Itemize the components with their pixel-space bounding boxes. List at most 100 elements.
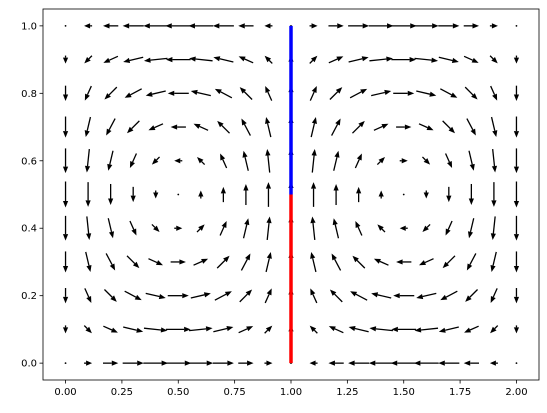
- arrow: [217, 120, 231, 134]
- arrow: [391, 326, 417, 333]
- arrow: [348, 360, 370, 366]
- arrow: [265, 251, 272, 273]
- arrow: [373, 258, 389, 266]
- arrow: [309, 86, 317, 101]
- arrow: [62, 251, 69, 273]
- arrow: [167, 90, 189, 96]
- arrow: [85, 251, 92, 272]
- arrow: [170, 124, 186, 130]
- arrow: [391, 56, 417, 63]
- arrow: [129, 153, 138, 169]
- arrow: [442, 120, 456, 134]
- arrow: [413, 360, 439, 366]
- arrow: [84, 360, 93, 366]
- x-tick-label: 0.00: [54, 387, 76, 398]
- arrow: [390, 23, 417, 29]
- arrow: [349, 88, 368, 99]
- arrow: [419, 258, 434, 266]
- arrow: [371, 292, 392, 299]
- arrow: [238, 56, 254, 64]
- arrow: [143, 57, 168, 63]
- arrow: [213, 326, 234, 333]
- arrow: [265, 86, 273, 101]
- arrow: [333, 183, 339, 206]
- arrow: [355, 220, 363, 236]
- arrow: [106, 118, 116, 136]
- arrow: [62, 215, 69, 241]
- arrow: [466, 253, 477, 271]
- arrow: [122, 23, 144, 29]
- arrow: [390, 360, 417, 366]
- arrow: [515, 24, 518, 27]
- arrow: [62, 148, 69, 174]
- arrow: [126, 120, 140, 134]
- arrow: [489, 360, 498, 366]
- arrow: [328, 326, 344, 334]
- arrow: [463, 55, 479, 63]
- arrow: [126, 255, 140, 269]
- arrow: [214, 88, 233, 99]
- arrow: [165, 360, 192, 366]
- x-tick-label: 1.25: [336, 387, 358, 398]
- arrow: [376, 156, 386, 166]
- arrow: [239, 289, 253, 303]
- x-axis: 0.00 0.25 0.50 0.75 1.00 1.25 1.50 1.75 2.00: [54, 380, 528, 398]
- arrow: [264, 23, 273, 29]
- arrow: [216, 255, 230, 269]
- arrow: [123, 56, 144, 63]
- arrow: [86, 216, 92, 240]
- arrow: [62, 55, 69, 64]
- y-tick-label: 0.4: [21, 224, 37, 235]
- arrow: [188, 326, 213, 332]
- arrow: [438, 56, 459, 63]
- arrow: [214, 291, 232, 301]
- arrow: [377, 224, 386, 233]
- arrow: [464, 86, 478, 100]
- arrow: [145, 90, 166, 97]
- arrow: [84, 288, 92, 303]
- y-axis: 0.0 0.2 0.4 0.6 0.8 1.0: [21, 21, 43, 370]
- arrow: [83, 325, 92, 334]
- arrow: [332, 218, 340, 239]
- arrow: [310, 216, 316, 241]
- arrow: [151, 223, 160, 233]
- x-tick-label: 1.75: [449, 387, 471, 398]
- arrow: [463, 23, 480, 29]
- arrow: [174, 225, 183, 231]
- y-tick-label: 0.8: [21, 89, 37, 100]
- arrow: [468, 183, 474, 206]
- arrow: [440, 290, 458, 301]
- arrow: [104, 86, 118, 100]
- arrow: [167, 293, 189, 299]
- arrow: [399, 225, 408, 231]
- arrow: [368, 360, 394, 366]
- arrow: [333, 150, 340, 171]
- arrow: [466, 118, 476, 136]
- arrow: [193, 123, 209, 131]
- arrow: [309, 360, 318, 366]
- arrow: [108, 183, 114, 206]
- arrow: [143, 327, 168, 333]
- y-tick-label: 0.2: [21, 291, 37, 302]
- arrow: [402, 193, 405, 196]
- arrow: [198, 190, 204, 199]
- arrow: [331, 118, 341, 136]
- arrow: [62, 116, 69, 138]
- arrow: [189, 56, 213, 62]
- x-tick-label: 1.50: [393, 387, 415, 398]
- arrow: [107, 150, 114, 171]
- arrow: [396, 259, 412, 265]
- arrow: [102, 23, 119, 29]
- arrow-field: [62, 23, 520, 366]
- x-tick-label: 0.25: [111, 387, 133, 398]
- arrow: [490, 288, 498, 303]
- arrow: [352, 255, 366, 269]
- y-tick-label: 0.0: [21, 359, 37, 370]
- arrow: [393, 90, 415, 96]
- arrow: [467, 218, 475, 239]
- arrow: [329, 289, 343, 303]
- arrow: [188, 360, 214, 366]
- arrow: [165, 326, 191, 333]
- arrow: [348, 326, 369, 333]
- arrow: [190, 89, 211, 97]
